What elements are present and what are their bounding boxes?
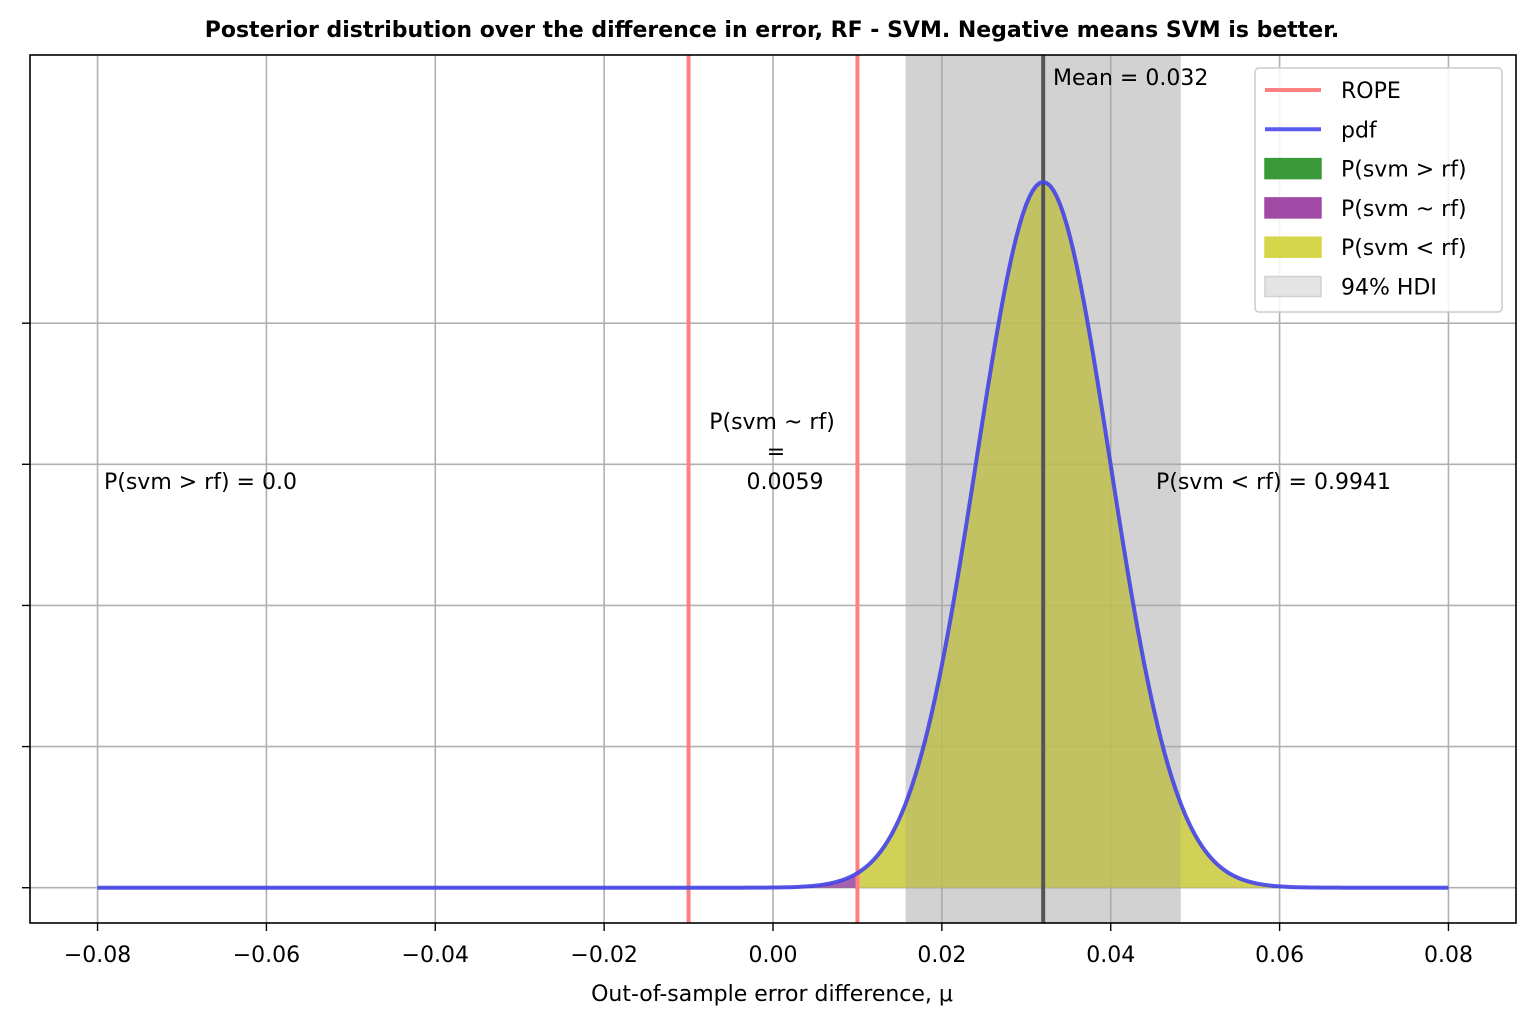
x-tick-label: 0.02: [917, 943, 966, 968]
x-tick-label: −0.08: [64, 943, 131, 968]
x-tick-label: −0.06: [233, 943, 300, 968]
region-svm-lt-rf: [857, 182, 1449, 888]
legend: ROPE pdf P(svm > rf) P(svm ~ rf) P(svm < rf)…: [1254, 67, 1503, 313]
chart-title: Posterior distribution over the differen…: [205, 18, 1340, 43]
region-svm-eq-rf: [688, 873, 858, 888]
annotation-svm-eq-rf-line3: 0.0059: [747, 470, 824, 495]
x-axis-label: Out-of-sample error difference, μ: [591, 982, 953, 1007]
legend-label: 94% HDI: [1341, 276, 1437, 301]
legend-label: P(svm > rf): [1341, 158, 1467, 183]
x-tick-label: −0.04: [402, 943, 469, 968]
mean-label: Mean = 0.032: [1053, 66, 1208, 91]
annotation-svm-eq-rf-line1: P(svm ~ rf): [709, 410, 835, 435]
legend-swatch: [1264, 157, 1322, 180]
x-tick-label: 0.06: [1255, 943, 1304, 968]
pdf-curve: [97, 179, 1449, 890]
legend-swatch: [1264, 197, 1322, 219]
legend-label: P(svm < rf): [1341, 236, 1467, 261]
legend-label: pdf: [1341, 118, 1378, 143]
legend-swatch: [1264, 236, 1322, 258]
legend-label: P(svm ~ rf): [1341, 197, 1467, 222]
legend-label: ROPE: [1341, 79, 1401, 104]
annotation-svm-gt-rf: P(svm > rf) = 0.0: [104, 470, 297, 495]
legend-swatch: [1264, 275, 1322, 298]
annotation-svm-lt-rf: P(svm < rf) = 0.9941: [1156, 470, 1391, 495]
x-tick-label: −0.02: [570, 943, 637, 968]
x-tick-label: 0.04: [1086, 943, 1135, 968]
x-tick-label: 0.08: [1424, 943, 1473, 968]
x-tick-label: 0.00: [749, 943, 798, 968]
annotation-svm-eq-rf-line2: =: [767, 440, 785, 465]
